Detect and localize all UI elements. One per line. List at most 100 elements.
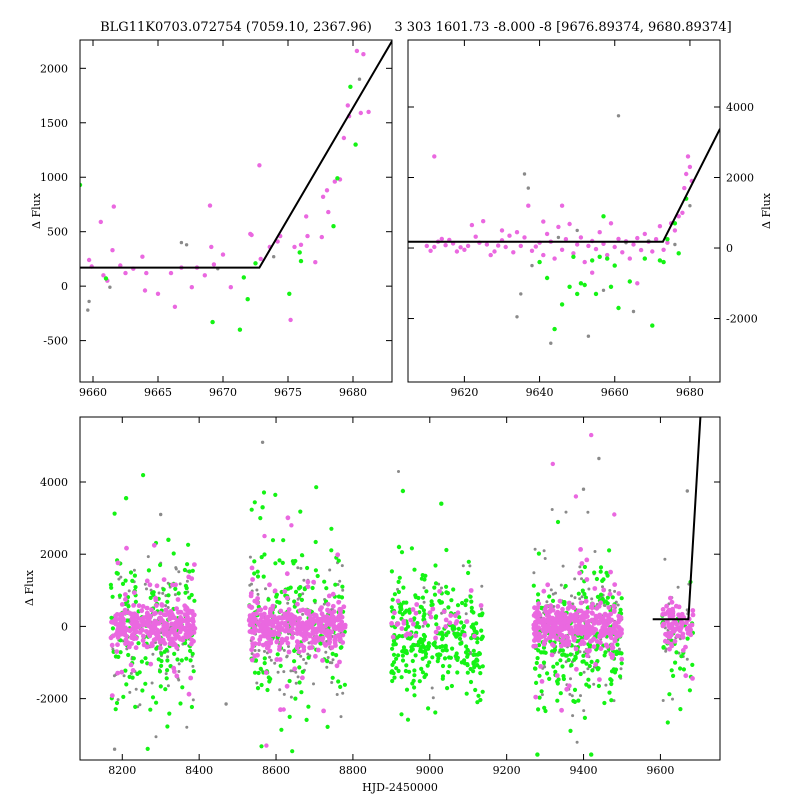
data-point-gray: [575, 228, 579, 233]
data-point-magenta: [290, 630, 296, 636]
data-point-magenta: [329, 645, 335, 650]
data-point-gray: [661, 699, 665, 702]
data-point-green: [542, 705, 547, 711]
data-point-green: [391, 652, 397, 657]
data-point-gray: [515, 315, 519, 319]
data-point-green: [661, 259, 666, 265]
data-point-magenta: [358, 110, 363, 116]
full-panel-marks: 8200 8400 8600 8800 9000 9200 9400 9600 -2000 0 20…: [36, 417, 720, 777]
data-point-gray: [617, 647, 621, 651]
data-point-magenta: [251, 611, 256, 617]
data-point-gray: [269, 658, 273, 662]
data-point-green: [335, 176, 340, 181]
data-point-magenta: [533, 694, 539, 700]
data-point-green: [584, 661, 589, 666]
data-point-green: [190, 651, 195, 657]
data-point-green: [339, 595, 345, 600]
data-point-magenta: [264, 645, 270, 651]
data-point-green: [412, 685, 417, 690]
y-tick-label: 2000: [40, 62, 68, 75]
data-point-green: [597, 254, 602, 259]
data-point-magenta: [169, 615, 175, 621]
data-point-magenta: [591, 636, 597, 642]
data-point-magenta: [302, 628, 308, 633]
data-point-green: [325, 659, 330, 664]
zoom-panel-left-marks: 9660 9665 9670 9675 9680 -500 0 500 1000 1500 2000: [40, 40, 392, 399]
data-point-magenta: [169, 637, 175, 643]
data-point-magenta: [337, 606, 343, 612]
data-point-magenta: [602, 630, 608, 635]
data-point-green: [185, 562, 190, 567]
data-point-magenta: [685, 630, 691, 636]
data-point-green: [128, 570, 134, 575]
data-point-magenta: [277, 657, 283, 662]
data-point-green: [536, 592, 541, 597]
data-point-gray: [138, 703, 142, 707]
data-point-gray: [580, 577, 583, 581]
data-point-green: [600, 597, 605, 602]
data-point-magenta: [665, 639, 671, 645]
data-point-green: [109, 615, 114, 620]
data-point-green: [607, 690, 612, 695]
data-point-magenta: [663, 631, 668, 637]
data-point-magenta: [635, 281, 640, 286]
data-point-magenta: [612, 630, 618, 636]
data-point-magenta: [443, 243, 448, 248]
data-point-magenta: [159, 602, 165, 607]
data-point-green: [578, 671, 583, 677]
data-point-green: [534, 680, 539, 686]
x-tick-label: 9660: [79, 386, 107, 399]
data-point-magenta: [478, 603, 484, 608]
data-point-green: [143, 656, 148, 661]
data-point-magenta: [563, 639, 569, 644]
data-point-magenta: [689, 622, 695, 628]
data-point-green: [189, 704, 194, 710]
data-point-magenta: [144, 270, 149, 276]
data-point-magenta: [439, 236, 444, 242]
data-point-magenta: [323, 643, 328, 648]
data-point-gray: [128, 690, 132, 694]
data-point-magenta: [455, 610, 461, 616]
data-point-green: [572, 687, 578, 693]
data-point-gray: [543, 665, 547, 669]
data-point-magenta: [249, 629, 255, 635]
data-point-gray: [561, 564, 565, 568]
data-point-magenta: [158, 645, 163, 651]
data-point-magenta: [590, 627, 595, 632]
data-point-magenta: [680, 210, 685, 215]
data-point-green: [255, 569, 260, 574]
data-point-magenta: [133, 645, 139, 651]
data-point-magenta: [597, 230, 602, 235]
data-point-magenta: [534, 609, 540, 614]
data-point-magenta: [160, 637, 166, 643]
data-point-magenta: [672, 228, 678, 233]
data-point-magenta: [149, 607, 154, 613]
data-point-magenta: [598, 646, 604, 651]
data-point-gray: [146, 555, 150, 559]
data-point-green: [429, 599, 434, 604]
data-point-green: [154, 700, 159, 705]
data-point-green: [403, 668, 408, 674]
data-point-green: [446, 605, 451, 610]
data-point-magenta: [153, 618, 159, 624]
data-point-green: [165, 599, 170, 604]
data-point-magenta: [538, 664, 543, 669]
data-point-magenta: [285, 640, 291, 646]
x-tick-label: 8800: [339, 764, 367, 777]
y-tick-label: -500: [43, 335, 68, 348]
data-point-magenta: [578, 547, 583, 552]
data-point-magenta: [174, 673, 180, 679]
data-point-magenta: [284, 614, 290, 620]
data-point-magenta: [123, 270, 128, 276]
data-point-magenta: [111, 204, 117, 209]
data-point-magenta: [292, 666, 298, 672]
data-point-magenta: [133, 635, 139, 641]
data-point-green: [462, 658, 467, 663]
data-point-green: [161, 587, 166, 592]
data-point-green: [306, 655, 311, 660]
data-point-green: [163, 687, 168, 692]
data-point-green: [121, 694, 126, 700]
data-point-magenta: [443, 617, 449, 623]
data-point-green: [164, 676, 169, 681]
